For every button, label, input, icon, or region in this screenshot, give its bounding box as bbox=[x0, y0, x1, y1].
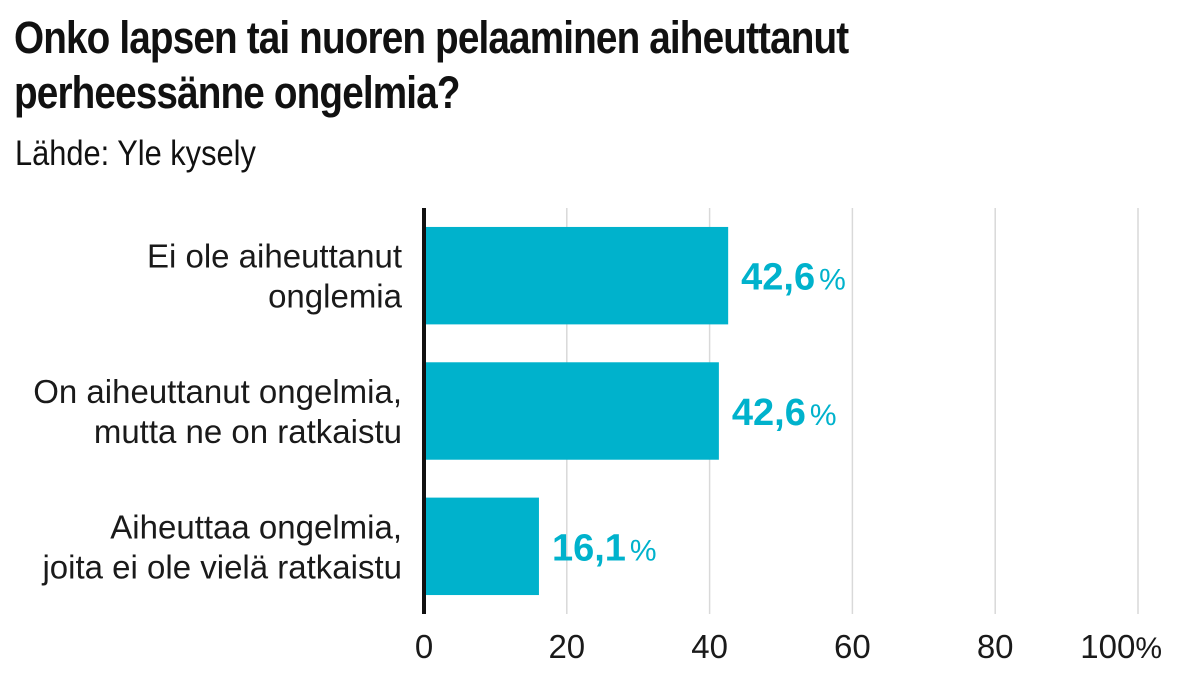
category-label-1: On aiheuttanut ongelmia, mutta ne on ratk… bbox=[33, 373, 402, 450]
category-label-0: Ei ole aiheuttanut onglemia bbox=[147, 238, 403, 315]
category-labels: Ei ole aiheuttanut onglemia On aiheuttanut… bbox=[33, 238, 402, 586]
value-label-2: 16,1% bbox=[552, 527, 657, 569]
x-tick-label-60: 60 bbox=[834, 628, 871, 665]
value-labels: 42,6 % 42,6 % 16,1% bbox=[552, 257, 846, 570]
value-label-1: 42,6% bbox=[732, 392, 837, 434]
x-tick-label-80: 80 bbox=[977, 628, 1014, 665]
chart-title: Onko lapsen tai nuoren pelaaminen aiheut… bbox=[14, 12, 849, 118]
category-label-2: Aiheuttaa ongelmia, joita ei ole vielä ra… bbox=[41, 508, 402, 585]
x-tick-label-100: 100% bbox=[1080, 628, 1162, 665]
x-tick-label-20: 20 bbox=[548, 628, 585, 665]
x-axis-unit: % bbox=[1135, 632, 1162, 665]
bar-0 bbox=[424, 226, 729, 325]
bar-1 bbox=[424, 362, 719, 460]
x-tick-labels: 0 20 40 60 80 100% bbox=[415, 628, 1162, 665]
x-tick-label-0: 0 bbox=[415, 628, 433, 665]
bar-2 bbox=[424, 497, 539, 596]
bars bbox=[424, 226, 729, 596]
value-label-0: 42,6% bbox=[741, 257, 846, 299]
x-tick-label-40: 40 bbox=[691, 628, 728, 665]
chart-subtitle: Lähde: Yle kysely bbox=[15, 134, 256, 173]
